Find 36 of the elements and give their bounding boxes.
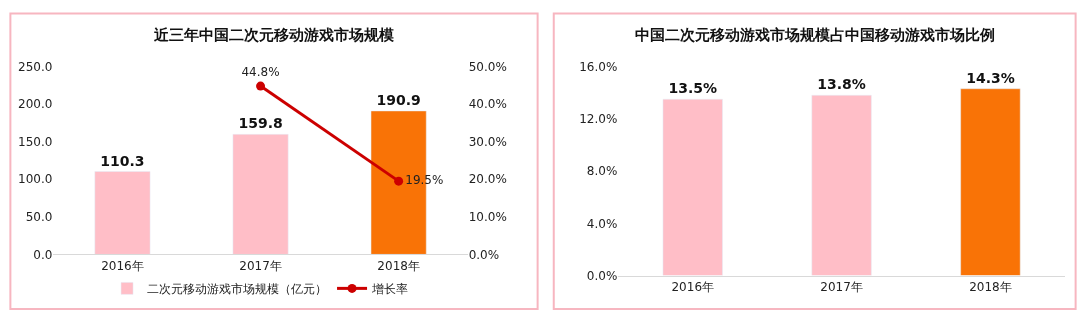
y-tick-label: 8.0% bbox=[586, 164, 618, 179]
chart-title: 近三年中国二次元移动游戏市场规模 bbox=[153, 26, 395, 44]
y-tick-label: 150.0 bbox=[18, 134, 53, 149]
data-label: 14.3% bbox=[966, 69, 1015, 86]
data-label: 159.8 bbox=[238, 115, 283, 132]
y-tick-label: 250.0 bbox=[18, 59, 53, 74]
data-label: 44.8% bbox=[241, 65, 280, 80]
data-label: 110.3 bbox=[100, 152, 145, 169]
x-tick-label: 2018年 bbox=[377, 258, 420, 273]
y-tick-label: 16.0% bbox=[579, 59, 618, 74]
y-tick-label: 12.0% bbox=[579, 112, 618, 127]
y2-tick-label: 0.0% bbox=[468, 247, 500, 262]
data-label: 13.5% bbox=[668, 80, 718, 97]
y-tick-label: 200.0 bbox=[18, 97, 53, 112]
x-tick-label: 2016年 bbox=[101, 258, 144, 273]
legend-label: 增长率 bbox=[371, 282, 409, 297]
y2-tick-label: 40.0% bbox=[468, 97, 507, 112]
bar bbox=[232, 134, 289, 255]
bar bbox=[94, 171, 151, 255]
x-tick-label: 2016年 bbox=[671, 280, 715, 295]
data-label: 190.9 bbox=[376, 91, 421, 108]
y-tick-label: 0.0% bbox=[586, 268, 618, 283]
x-tick-label: 2018年 bbox=[969, 280, 1012, 295]
legend-label: 二次元移动游戏市场规模（亿元） bbox=[147, 282, 328, 297]
y2-tick-label: 30.0% bbox=[468, 134, 507, 149]
y-tick-label: 0.0 bbox=[33, 247, 53, 262]
y2-tick-label: 50.0% bbox=[468, 59, 507, 74]
y-tick-label: 4.0% bbox=[586, 216, 618, 231]
chart-title: 中国二次元移动游戏市场规模占中国移动游戏市场比例 bbox=[635, 26, 995, 44]
y-tick-label: 100.0 bbox=[18, 172, 53, 187]
y2-tick-label: 10.0% bbox=[468, 210, 507, 225]
data-label: 13.8% bbox=[817, 76, 866, 93]
y2-tick-label: 20.0% bbox=[468, 172, 507, 187]
y-tick-label: 50.0 bbox=[25, 210, 53, 225]
x-tick-label: 2017年 bbox=[820, 280, 863, 295]
x-tick-label: 2017年 bbox=[239, 258, 282, 273]
